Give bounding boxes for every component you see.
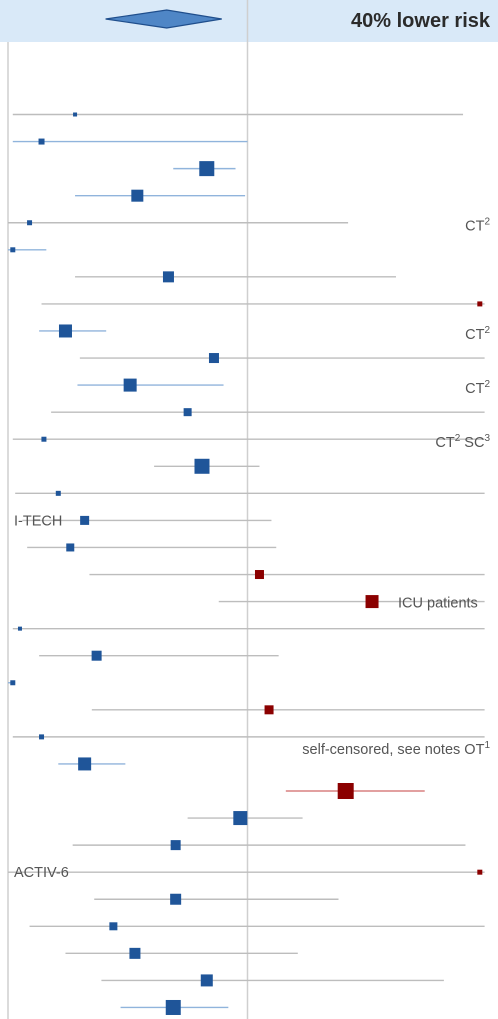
study-marker <box>183 408 192 417</box>
confidence-intervals <box>8 113 485 1009</box>
study-annotation: CT2 <box>465 217 490 235</box>
study-annotation: CT2 SC3 <box>435 433 490 451</box>
study-marker <box>109 922 118 931</box>
study-marker <box>17 626 22 631</box>
study-markers <box>10 112 483 1015</box>
study-marker <box>233 811 248 826</box>
study-marker <box>170 893 182 905</box>
study-annotation: ICU patients <box>398 596 478 612</box>
reference-lines <box>7 0 249 1019</box>
study-marker <box>162 271 174 283</box>
study-marker <box>27 220 33 226</box>
study-marker <box>365 595 379 609</box>
study-marker <box>10 247 16 253</box>
study-marker <box>170 840 181 851</box>
summary-header-band <box>0 0 498 42</box>
summary-label: 40% lower risk <box>351 10 491 32</box>
study-marker <box>58 324 72 338</box>
study-annotation: ACTIV-6 <box>14 865 69 881</box>
study-marker <box>41 436 47 442</box>
study-marker <box>208 353 219 364</box>
study-marker <box>78 757 92 771</box>
study-annotations: CT2 CT2 CT2 CT2 SC3 I-TECH ICU patients self-c… <box>14 217 490 881</box>
study-marker <box>80 515 90 525</box>
study-marker <box>477 869 483 875</box>
study-marker <box>254 570 264 580</box>
study-marker <box>131 189 144 202</box>
study-marker <box>129 947 141 959</box>
study-marker <box>264 705 274 715</box>
study-marker <box>55 490 61 496</box>
study-marker <box>73 112 78 117</box>
study-annotation: CT2 <box>465 325 490 343</box>
study-marker <box>200 974 213 987</box>
study-marker <box>39 734 45 740</box>
study-marker <box>199 161 215 177</box>
study-marker <box>337 783 354 799</box>
study-marker <box>66 543 75 552</box>
summary-diamond <box>105 9 222 29</box>
study-marker <box>38 138 45 145</box>
study-marker <box>91 650 102 661</box>
study-annotation: self-censored, see notes OT1 <box>302 740 490 758</box>
study-marker <box>477 301 483 307</box>
study-annotation: I-TECH <box>14 513 62 529</box>
study-marker <box>194 458 210 474</box>
study-marker <box>10 680 16 686</box>
study-marker <box>165 999 181 1015</box>
study-marker <box>123 378 137 392</box>
study-annotation: CT2 <box>465 379 490 397</box>
